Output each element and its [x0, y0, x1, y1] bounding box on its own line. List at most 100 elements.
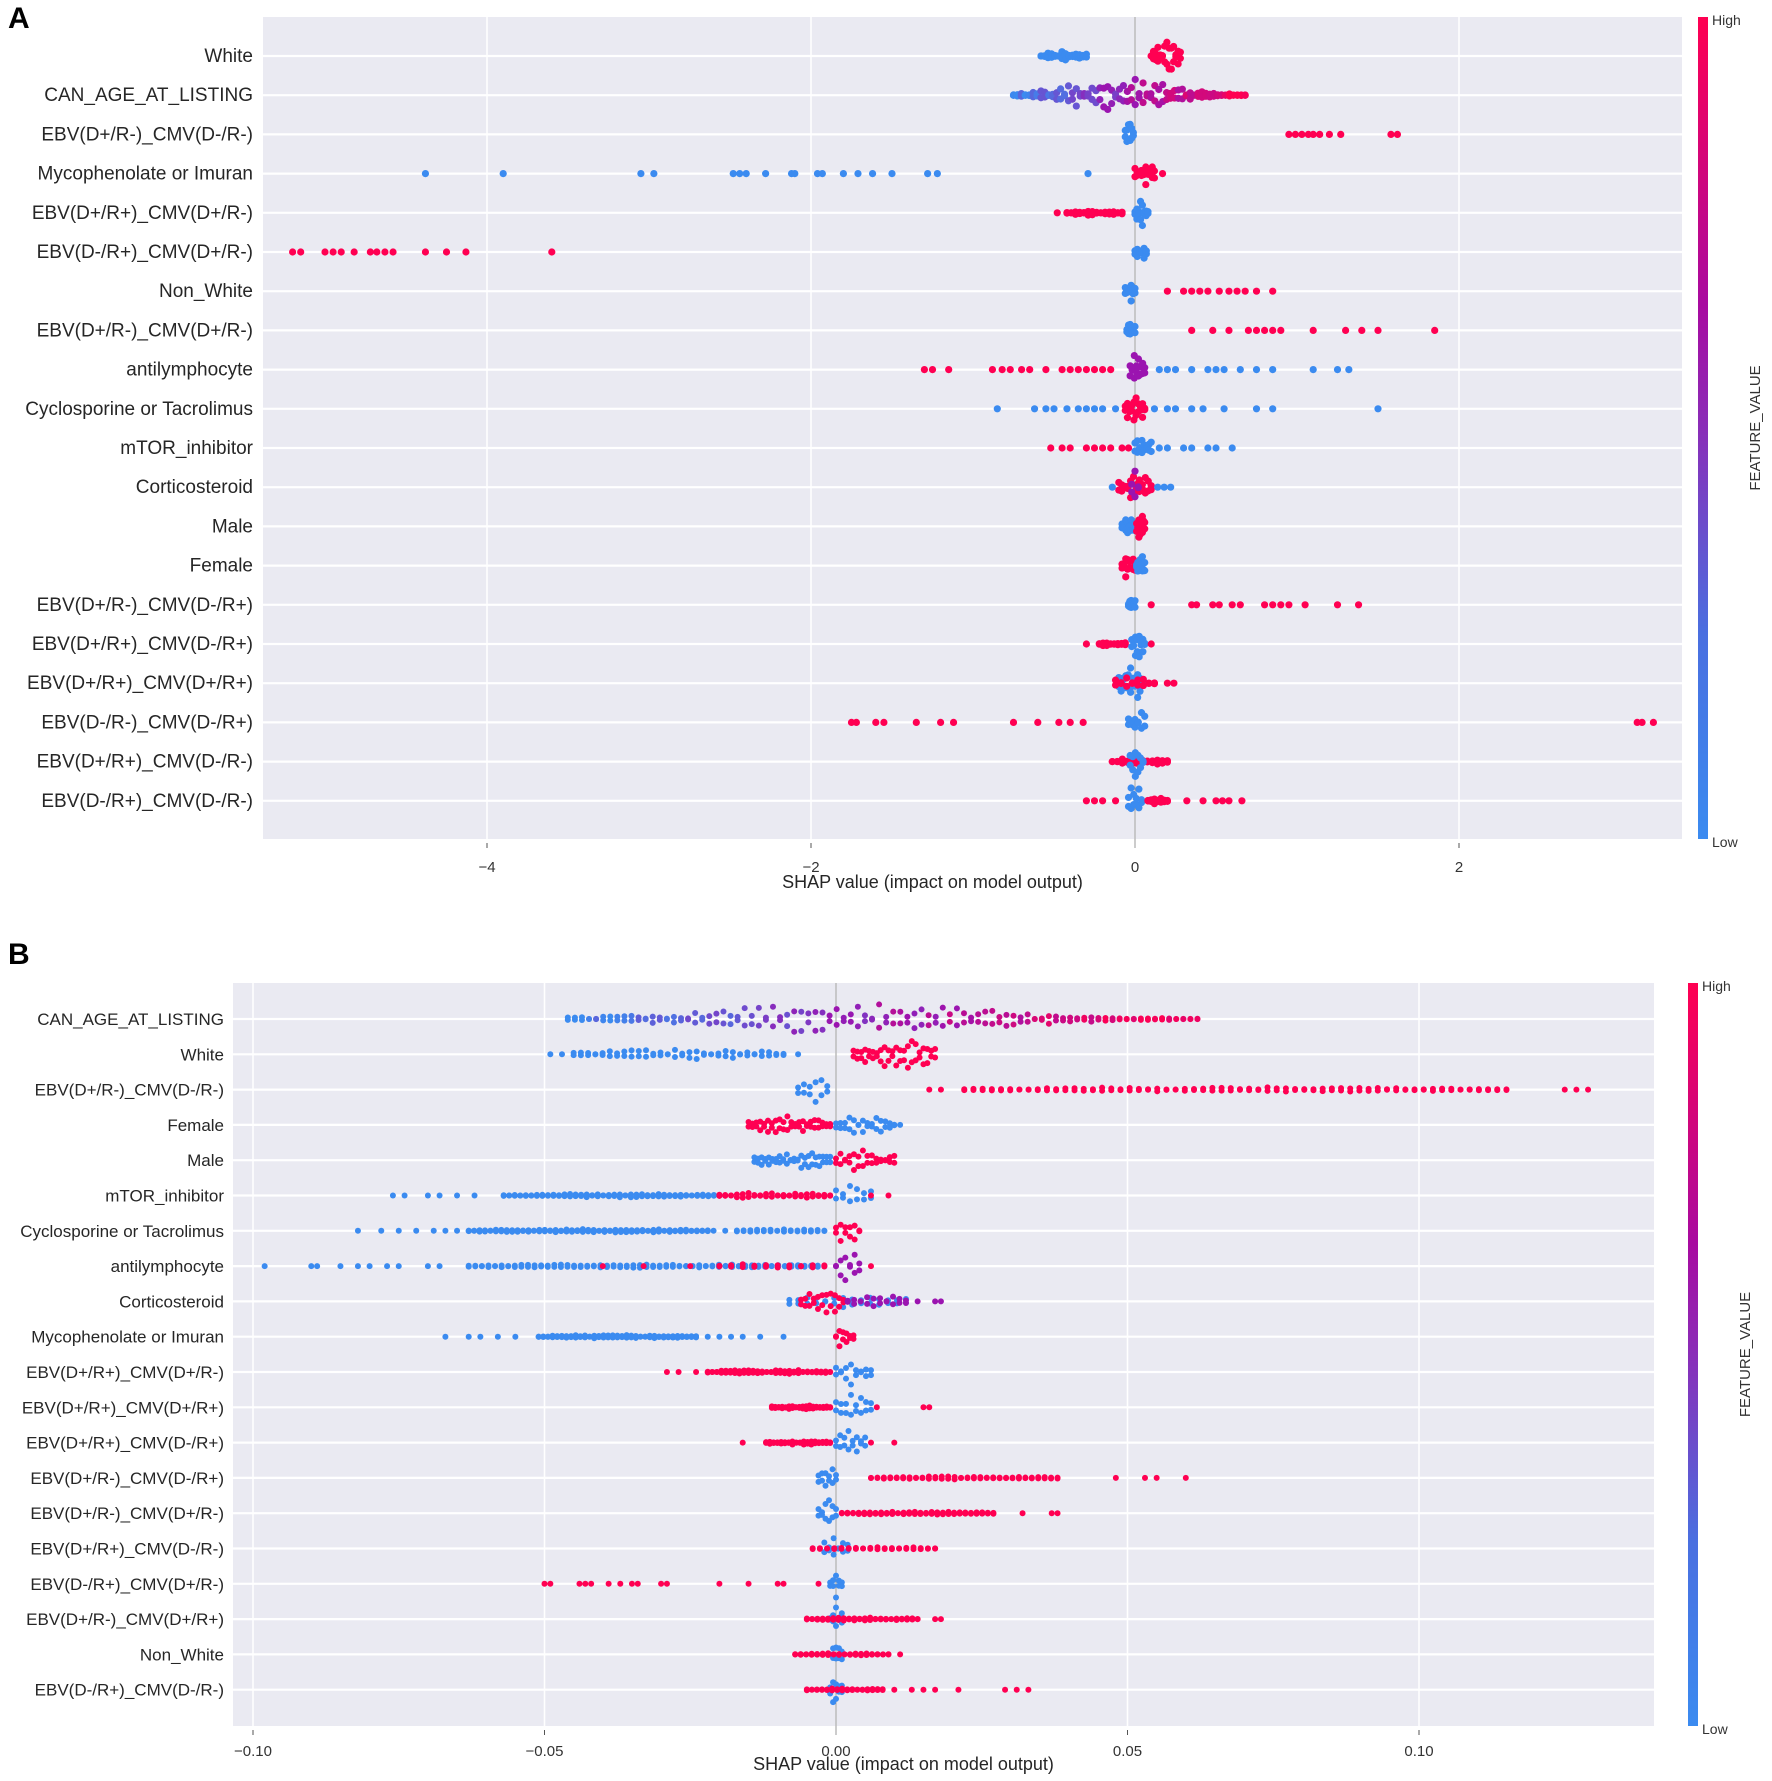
shap-point	[1301, 601, 1309, 609]
shap-point	[1147, 482, 1155, 490]
shap-point	[868, 170, 877, 178]
shap-point	[366, 1263, 373, 1270]
shap-point	[1233, 287, 1241, 295]
shap-point	[1141, 518, 1149, 527]
x-tick-label: 0.10	[1404, 1743, 1433, 1760]
shap-point	[798, 1192, 805, 1199]
shap-point	[866, 1509, 873, 1516]
shap-point	[643, 1047, 650, 1054]
shap-point	[847, 1011, 854, 1018]
shap-point	[722, 1369, 729, 1376]
shap-point	[1082, 640, 1090, 648]
shap-point	[1058, 444, 1066, 452]
shap-point	[774, 1192, 781, 1199]
shap-point	[925, 1022, 932, 1029]
shap-point	[833, 1572, 839, 1579]
shap-point	[932, 1045, 939, 1052]
shap-point	[1277, 326, 1285, 334]
feature-label: EBV(D-/R+)_CMV(D+/R-)	[37, 242, 253, 263]
shap-point	[763, 1263, 770, 1270]
shap-point	[868, 1152, 875, 1159]
shap-point	[1141, 558, 1149, 567]
shap-point	[831, 1292, 838, 1299]
shap-point	[649, 1013, 656, 1020]
colorbar	[1688, 983, 1698, 1726]
shap-point	[1123, 682, 1131, 690]
shap-point	[656, 1333, 663, 1340]
feature-label: EBV(D+/R+)_CMV(D+/R+)	[27, 673, 253, 694]
shap-point	[1269, 287, 1277, 295]
shap-point	[1024, 1018, 1031, 1025]
shap-point	[1218, 1087, 1225, 1094]
shap-point	[544, 1192, 551, 1199]
shap-point	[827, 1303, 834, 1310]
shap-point	[879, 1686, 886, 1693]
feature-label: Corticosteroid	[136, 477, 253, 498]
shap-point	[847, 1391, 854, 1398]
shap-point	[913, 1475, 920, 1482]
shap-point	[541, 1580, 548, 1587]
shap-point	[563, 1228, 570, 1235]
shap-point	[827, 1120, 834, 1127]
shap-point	[861, 1018, 868, 1025]
x-axis-title: SHAP value (impact on model output)	[782, 872, 1083, 892]
shap-point	[685, 1016, 692, 1023]
shap-point	[650, 1192, 657, 1199]
shap-point	[729, 170, 737, 178]
shap-point	[664, 1051, 671, 1058]
shap-point	[655, 1228, 662, 1235]
shap-point	[1127, 83, 1135, 92]
shap-point	[389, 248, 397, 256]
shap-point	[607, 1017, 614, 1024]
shap-point	[1150, 679, 1159, 687]
shap-point	[784, 1011, 791, 1018]
shap-point	[800, 1081, 807, 1088]
shap-point	[845, 1446, 852, 1453]
shap-point	[809, 1368, 816, 1375]
shap-point	[847, 1381, 854, 1388]
shap-point	[554, 1334, 561, 1341]
shap-point	[803, 1686, 810, 1693]
shap-point	[699, 1227, 706, 1234]
shap-point	[739, 1333, 746, 1340]
shap-point	[1137, 1015, 1144, 1022]
shap-point	[862, 1407, 869, 1414]
shap-point	[859, 1129, 866, 1136]
shap-point	[1024, 1011, 1031, 1018]
shap-point	[600, 1192, 607, 1199]
shap-point	[882, 1118, 889, 1125]
shap-point	[870, 1303, 877, 1310]
shap-point	[492, 1228, 499, 1235]
shap-point	[430, 1227, 437, 1234]
shap-point	[842, 1229, 849, 1236]
shap-point	[764, 1128, 771, 1135]
shap-point	[354, 1263, 361, 1270]
shap-point	[826, 1473, 833, 1480]
shap-point	[1365, 1085, 1372, 1092]
shap-point	[834, 1686, 841, 1693]
shap-point	[1123, 414, 1132, 422]
shap-point	[814, 1615, 821, 1622]
shap-point	[1090, 444, 1099, 452]
shap-point	[784, 1127, 791, 1134]
shap-point	[1131, 467, 1139, 475]
shap-point	[836, 1303, 843, 1310]
shap-point	[465, 1227, 472, 1234]
shap-point	[672, 1192, 679, 1199]
shap-point	[837, 1150, 844, 1157]
shap-point	[862, 1059, 869, 1066]
shap-point	[1126, 688, 1135, 696]
shap-point	[1057, 85, 1065, 93]
shap-point	[1225, 797, 1233, 805]
shap-point	[996, 1474, 1003, 1481]
shap-point	[897, 1020, 904, 1027]
shap-point	[1218, 797, 1227, 805]
shap-point	[1038, 1015, 1045, 1022]
shap-point	[830, 1577, 837, 1584]
shap-point	[853, 1196, 860, 1203]
shap-point	[665, 1333, 672, 1340]
shap-point	[841, 1651, 848, 1658]
shap-point	[757, 1127, 764, 1134]
shap-point	[401, 1192, 408, 1199]
shap-point	[442, 1227, 449, 1234]
